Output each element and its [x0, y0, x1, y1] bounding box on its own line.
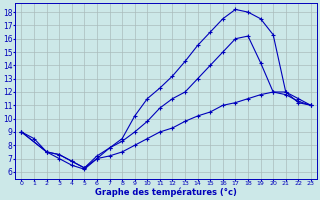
X-axis label: Graphe des températures (°c): Graphe des températures (°c) — [95, 188, 237, 197]
